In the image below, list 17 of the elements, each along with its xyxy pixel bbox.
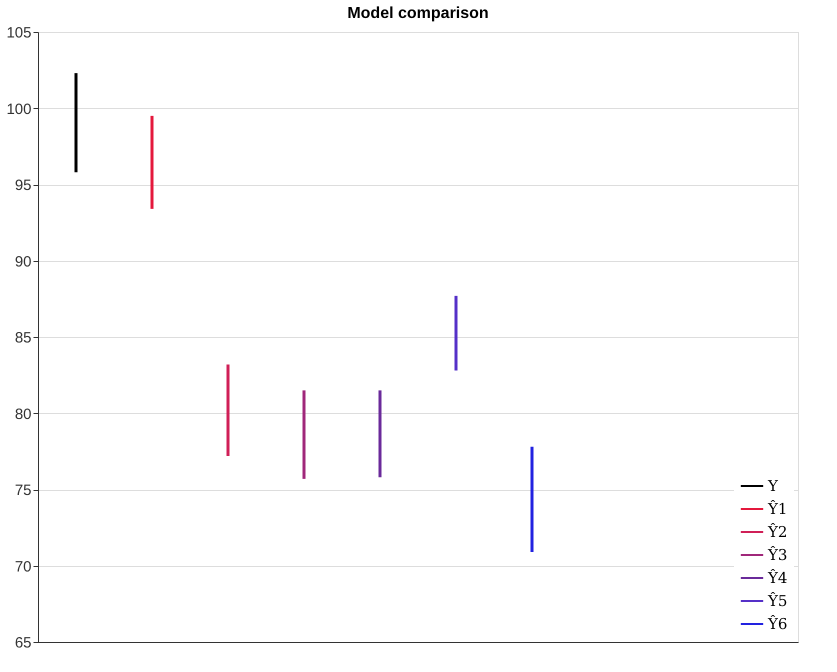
y-tick-label: 100 — [6, 100, 32, 118]
legend-label: Y — [767, 477, 779, 495]
y-tick-label: 85 — [14, 330, 32, 346]
chart-title: Model comparison — [347, 5, 489, 22]
legend-label: Ŷ5 — [767, 592, 788, 610]
y-tick-label: 95 — [14, 177, 32, 194]
legend-label: Ŷ3 — [767, 546, 788, 564]
legend-label: Ŷ6 — [767, 615, 788, 633]
y-tick-label: 105 — [6, 24, 32, 42]
y-tick-label: 75 — [14, 482, 32, 499]
y-tick-label: 80 — [14, 406, 32, 423]
y-tick-label: 90 — [14, 253, 32, 270]
y-tick-label: 70 — [14, 558, 32, 576]
legend-label: Ŷ2 — [767, 523, 788, 541]
legend-label: Ŷ4 — [767, 569, 788, 587]
legend-label: Ŷ1 — [767, 500, 788, 518]
y-tick-label: 65 — [14, 634, 32, 652]
